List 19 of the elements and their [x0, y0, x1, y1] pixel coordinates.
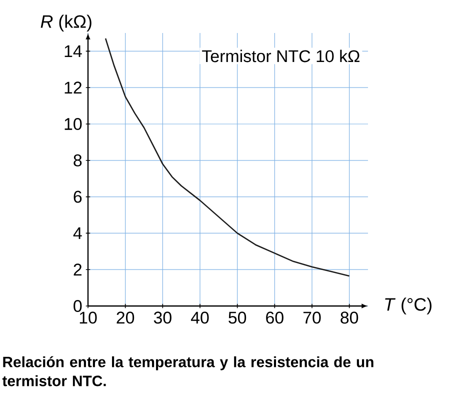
y-tick-label: 0 [74, 300, 82, 312]
y-tick-label: 2 [74, 264, 82, 276]
y-axis-title: R (kΩ) [40, 14, 92, 32]
y-tick-label: 14 [64, 45, 82, 58]
y-tick-label: 12 [64, 82, 82, 94]
x-axis-title: T (°C) [385, 298, 432, 314]
y-tick-label: 10 [64, 118, 82, 130]
x-tick-label: 60 [266, 312, 284, 324]
annotation: Termistor NTC 10 kΩ [202, 50, 360, 62]
x-tick-label: 80 [340, 312, 358, 324]
text: Relación entre la temperatura y la resistencia de un termistor NTC. [2, 356, 374, 386]
x-tick-label: 20 [116, 312, 134, 324]
y-tick-label: 6 [74, 190, 82, 203]
x-tick-label: 50 [228, 312, 246, 324]
x-tick-label: 40 [190, 312, 209, 324]
x-tick-label: 30 [154, 312, 172, 324]
y-tick-label: 4 [73, 227, 82, 240]
x-tick-label: 70 [303, 312, 321, 324]
y-tick-label: 8 [74, 154, 82, 166]
